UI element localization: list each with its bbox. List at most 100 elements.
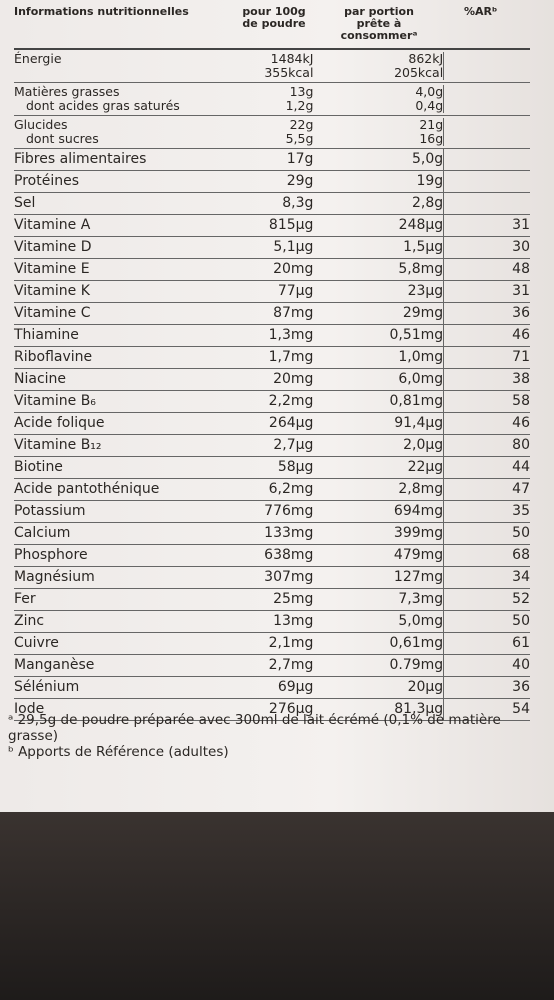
- table-row: Vitamine C 87mg 29mg 36: [14, 303, 530, 325]
- column-header: par portion prête à consommerᵃ: [314, 6, 444, 48]
- cell-line: 2,7µg: [273, 437, 314, 453]
- table-cell: [443, 52, 530, 80]
- table-cell: Zinc: [14, 611, 234, 632]
- table-row: Phosphore 638mg 479mg 68: [14, 545, 530, 567]
- table-row: Riboflavine 1,7mg 1,0mg 71: [14, 347, 530, 369]
- cell-line: 7,3mg: [398, 591, 444, 607]
- table-cell: 6,0mg: [313, 369, 443, 390]
- table-row: Biotine 58µg 22µg 44: [14, 457, 530, 479]
- cell-line: 25mg: [273, 591, 314, 607]
- cell-value: 61: [512, 635, 530, 651]
- table-row: Calcium 133mg 399mg 50: [14, 523, 530, 545]
- cell-line: Matières grasses: [14, 84, 120, 99]
- header-line: Informations nutritionnelles: [14, 5, 189, 18]
- table-cell: Vitamine C: [14, 303, 234, 324]
- cell-line: 862kJ: [408, 51, 444, 66]
- cell-line: 1,3mg: [268, 327, 314, 343]
- table-cell: 47: [443, 479, 530, 500]
- cell-line: 77µg: [277, 283, 314, 299]
- cell-line: Glucides: [14, 117, 68, 132]
- cell-line: 776mg: [264, 503, 314, 519]
- table-cell: 0.79mg: [313, 655, 443, 676]
- header-line: prête à: [356, 17, 402, 30]
- cell-value: 46: [512, 327, 530, 343]
- cell-value: 34: [512, 569, 530, 585]
- table-cell: 31: [443, 281, 530, 302]
- cell-line: Vitamine A: [14, 217, 91, 233]
- cell-line: 17g: [286, 151, 314, 167]
- cell-line: Potassium: [14, 503, 86, 519]
- table-row: Vitamine D 5,1µg 1,5µg 30: [14, 237, 530, 259]
- table-cell: 815µg: [234, 215, 314, 236]
- table-cell: 5,0g: [313, 149, 443, 170]
- cell-line: 29g: [286, 173, 314, 189]
- cell-line: Phosphore: [14, 547, 88, 563]
- cell-line: 2,8g: [412, 195, 444, 211]
- table-cell: 13g 1,2g: [234, 85, 314, 113]
- cell-line: 91,4µg: [394, 415, 444, 431]
- table-cell: 2,0µg: [313, 435, 443, 456]
- table-cell: Sel: [14, 193, 234, 214]
- column-header: Informations nutritionnelles: [14, 6, 234, 48]
- table-cell: Iode: [14, 699, 234, 720]
- cell-value: 46: [512, 415, 530, 431]
- table-cell: 22g 5,5g: [234, 118, 314, 146]
- table-cell: Fibres alimentaires: [14, 149, 234, 170]
- cell-line: Vitamine K: [14, 283, 90, 299]
- table-cell: 29mg: [313, 303, 443, 324]
- table-row: Protéines 29g 19g: [14, 171, 530, 193]
- cell-line: 23µg: [407, 283, 444, 299]
- column-header: %ARᵇ: [444, 6, 530, 48]
- table-cell: Cuivre: [14, 633, 234, 654]
- footnotes: ᵃ 29,5g de poudre préparée avec 300ml de…: [8, 712, 508, 760]
- cell-line: Acide folique: [14, 415, 105, 431]
- table-cell: 81,3µg: [313, 699, 443, 720]
- cell-line: Niacine: [14, 371, 67, 387]
- cell-line: Manganèse: [14, 657, 95, 673]
- table-cell: Magnésium: [14, 567, 234, 588]
- table-cell: 694mg: [313, 501, 443, 522]
- cell-line: 5,0mg: [398, 613, 444, 629]
- cell-line: 20mg: [273, 371, 314, 387]
- cell-value: 31: [512, 217, 530, 233]
- header-line: consommerᵃ: [340, 29, 418, 42]
- cell-value: 36: [512, 679, 530, 695]
- cell-value: 35: [512, 503, 530, 519]
- footnote: ᵇ Apports de Référence (adultes): [8, 744, 229, 760]
- table-row: Énergie 1484kJ 355kcal 862kJ 205kcal: [14, 50, 530, 83]
- table-row: Niacine 20mg 6,0mg 38: [14, 369, 530, 391]
- table-cell: 1,7mg: [234, 347, 314, 368]
- cell-line: 6,2mg: [268, 481, 314, 497]
- cell-value: 52: [512, 591, 530, 607]
- cell-line: 2,1mg: [268, 635, 314, 651]
- table-cell: 40: [443, 655, 530, 676]
- table-cell: 2,8g: [313, 193, 443, 214]
- table-row: Thiamine 1,3mg 0,51mg 46: [14, 325, 530, 347]
- cell-line: 13mg: [273, 613, 314, 629]
- cell-line: 6,0mg: [398, 371, 444, 387]
- cell-line: Cuivre: [14, 635, 59, 651]
- cell-line: Riboflavine: [14, 349, 93, 365]
- table-cell: 36: [443, 303, 530, 324]
- table-cell: 29g: [234, 171, 314, 192]
- table-cell: 52: [443, 589, 530, 610]
- cell-line: Acide pantothénique: [14, 481, 160, 497]
- cell-value: 36: [512, 305, 530, 321]
- cell-value: 47: [512, 481, 530, 497]
- cell-line: 399mg: [393, 525, 444, 541]
- table-cell: Vitamine B₁₂: [14, 435, 234, 456]
- cell-line: 205kcal: [394, 65, 444, 80]
- table-cell: 2,7mg: [234, 655, 314, 676]
- table-cell: 71: [443, 347, 530, 368]
- cell-line: Énergie: [14, 51, 62, 66]
- table-row: Fer 25mg 7,3mg 52: [14, 589, 530, 611]
- cell-line: 248µg: [398, 217, 444, 233]
- table-cell: 30: [443, 237, 530, 258]
- cell-line: 264µg: [268, 415, 314, 431]
- cell-line: Thiamine: [14, 327, 79, 343]
- cell-value: 54: [512, 701, 530, 717]
- table-cell: Calcium: [14, 523, 234, 544]
- table-row: Fibres alimentaires 17g 5,0g: [14, 149, 530, 171]
- table-cell: 58: [443, 391, 530, 412]
- cell-line: 8,3g: [282, 195, 314, 211]
